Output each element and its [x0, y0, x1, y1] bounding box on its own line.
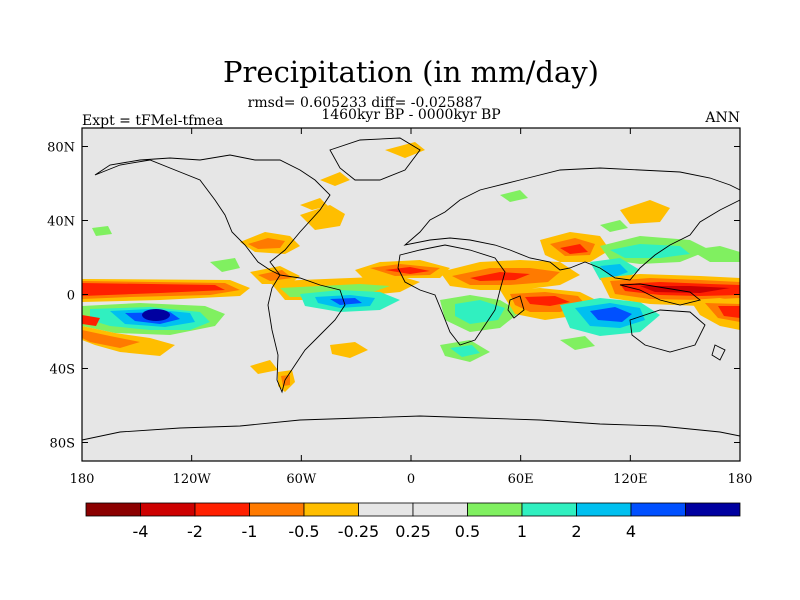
- colorbar-swatch: [249, 502, 305, 517]
- season-label: ANN: [704, 110, 740, 126]
- x-tick-label: 180: [728, 472, 753, 487]
- colorbar-label: 0.25: [395, 522, 431, 541]
- y-tick-label: 40S: [50, 363, 75, 378]
- colorbar-swatch: [303, 502, 359, 517]
- colorbar-swatch: [685, 502, 741, 517]
- chart-subtitle-rmsd: rmsd= 0.605233 diff= -0.025887: [248, 95, 483, 111]
- colorbar-swatch: [194, 502, 250, 517]
- west-pacific-field: [600, 246, 740, 330]
- y-tick-label: 40N: [47, 215, 75, 230]
- colorbar-swatch: [412, 502, 468, 517]
- colorbar-label: 4: [626, 522, 636, 541]
- colorbar-label: -4: [133, 522, 149, 541]
- x-tick-label: 120E: [613, 472, 647, 487]
- colorbar-swatch: [358, 502, 414, 517]
- colorbar-label: 1: [517, 522, 527, 541]
- colorbar-label: -2: [187, 522, 203, 541]
- colorbar-label: -0.5: [288, 522, 319, 541]
- pacific-itcz-field: [82, 279, 250, 356]
- extratropical-field: [92, 142, 628, 374]
- x-tick-label: 180: [70, 472, 95, 487]
- colorbar-label: -0.25: [338, 522, 379, 541]
- colorbar-label: 2: [571, 522, 581, 541]
- colorbar-swatch: [467, 502, 523, 517]
- y-tick-label: 80N: [47, 141, 75, 156]
- colorbar-swatch: [85, 502, 141, 517]
- colorbar-label: 0.5: [455, 522, 480, 541]
- coastlines: [82, 137, 740, 441]
- x-tick-label: 120W: [173, 472, 212, 487]
- chart-subtitle-period: 1460kyr BP - 0000kyr BP: [321, 107, 500, 123]
- map-axes: 180 120W 60W 0 60E 120E 180 80N 40N 0 40S 80S: [47, 128, 752, 487]
- africa-asia-field: [440, 200, 710, 362]
- colorbar-swatch: [630, 502, 686, 517]
- y-tick-label: 0: [67, 289, 75, 304]
- x-tick-label: 60E: [508, 472, 534, 487]
- colorbar: -4 -2 -1 -0.5 -0.25 0.25 0.5 1 2 4: [85, 502, 741, 541]
- y-tick-label: 80S: [50, 437, 75, 452]
- colorbar-swatch: [576, 502, 632, 517]
- map-panel: [81, 127, 741, 462]
- x-tick-label: 0: [407, 472, 415, 487]
- atlantic-field: [210, 205, 345, 284]
- experiment-label: Expt = tFMel-tfmea: [82, 113, 223, 129]
- chart-title: Precipitation (in mm/day): [223, 55, 599, 89]
- south-america-field: [270, 260, 450, 392]
- colorbar-swatch: [140, 502, 196, 517]
- colorbar-label: -1: [242, 522, 258, 541]
- colorbar-swatch: [521, 502, 577, 517]
- precipitation-anomaly-fields: [82, 142, 740, 392]
- x-tick-label: 60W: [286, 472, 317, 487]
